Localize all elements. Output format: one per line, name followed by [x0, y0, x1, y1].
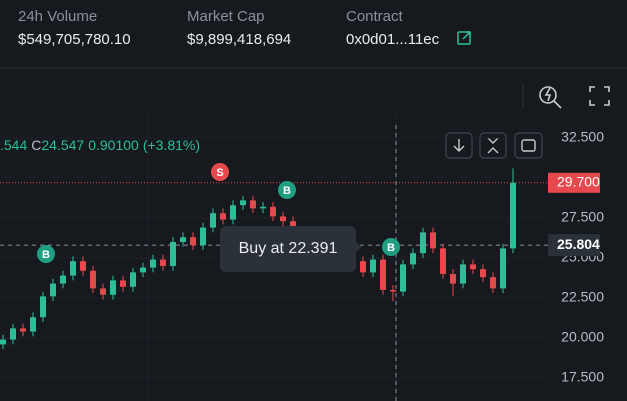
trade-marker-label: S: [216, 167, 223, 179]
candle-body: [400, 264, 406, 292]
candle-body: [120, 280, 126, 287]
y-tick-label: 17.500: [561, 369, 604, 385]
candle-body: [430, 232, 436, 249]
candle-body: [70, 261, 76, 276]
y-tick-label: 32.500: [561, 129, 604, 145]
collapse-button[interactable]: [479, 132, 507, 159]
candle-body: [200, 227, 206, 246]
tooltip-text: Buy at 22.391: [239, 240, 338, 257]
candle-body: [480, 269, 486, 278]
candle-body: [370, 259, 376, 273]
stat-label: Market Cap: [187, 8, 265, 25]
trade-marker[interactable]: [211, 163, 229, 181]
legend-open-fragment: .544: [0, 137, 27, 153]
legend-close-prefix: C: [31, 137, 41, 153]
ohlc-legend: .544 C24.547 0.90100 (+3.81%): [0, 137, 200, 153]
trade-marker[interactable]: [278, 181, 296, 199]
candle-body: [230, 205, 236, 220]
candle-body: [100, 288, 106, 295]
candle-body: [460, 264, 466, 284]
legend-change: 0.90100: [88, 137, 139, 153]
candle-body: [470, 264, 476, 270]
candle-body: [150, 259, 156, 268]
last-price-box: [548, 172, 600, 193]
candle-body: [60, 275, 66, 284]
candle-body: [450, 273, 456, 284]
candle-body: [190, 237, 196, 246]
layout-button[interactable]: [514, 132, 543, 159]
chart-buttons: [445, 132, 543, 159]
last-price-label: 29.700: [557, 173, 600, 189]
stat-label: 24h Volume: [18, 8, 97, 25]
candle-body: [270, 206, 276, 217]
candle-body: [130, 272, 136, 287]
candle-body: [240, 200, 246, 206]
candle-body: [500, 248, 506, 289]
trade-marker-label: B: [387, 242, 395, 254]
candle-body: [40, 296, 46, 318]
candle-body: [210, 213, 216, 228]
candle-body: [280, 216, 286, 222]
candle-body: [420, 232, 426, 254]
candle-body: [170, 241, 176, 266]
stat-value: $9,899,418,694: [187, 31, 291, 48]
external-link-icon[interactable]: [457, 31, 471, 45]
crosshair-price-box: [548, 234, 600, 257]
candle-body: [10, 328, 16, 340]
candle-body: [80, 261, 86, 271]
candle-body: [30, 317, 36, 332]
candle-body: [220, 213, 226, 220]
candle-body: [180, 237, 186, 242]
crosshair-price-label: 25.804: [557, 236, 600, 252]
candle-body: [20, 328, 26, 332]
candle-body: [90, 270, 96, 289]
tooltip-box: [220, 226, 362, 272]
candle-body: [380, 259, 386, 290]
y-tick-label: 22.500: [561, 289, 604, 305]
candle-body: [440, 248, 446, 274]
candle-body: [410, 253, 416, 265]
y-tick-label: 27.500: [561, 209, 604, 225]
stat-label: Contract: [346, 8, 404, 25]
candle-body: [360, 261, 366, 273]
indicator-button[interactable]: [539, 86, 562, 109]
legend-change-pct: (+3.81%): [143, 137, 200, 153]
candle-body: [50, 283, 56, 297]
y-tick-label: 20.000: [561, 329, 604, 345]
candle-body: [110, 280, 116, 295]
trade-marker[interactable]: [37, 245, 55, 263]
trade-marker-label: B: [42, 249, 50, 261]
candle-body: [390, 289, 396, 292]
candle-body: [250, 200, 256, 209]
fullscreen-button[interactable]: [589, 86, 610, 106]
trade-marker-label: B: [283, 185, 291, 197]
candle-body: [160, 259, 166, 266]
candle-body: [510, 182, 516, 249]
candle-body: [0, 339, 6, 345]
stat-value: 0x0d01...11ec: [346, 31, 440, 48]
legend-close: 24.547: [41, 137, 84, 153]
trade-marker[interactable]: [382, 238, 400, 256]
candle-body: [260, 206, 266, 209]
candle-body: [140, 267, 146, 273]
candle-body: [490, 277, 496, 289]
stat-value: $549,705,780.10: [18, 31, 131, 48]
